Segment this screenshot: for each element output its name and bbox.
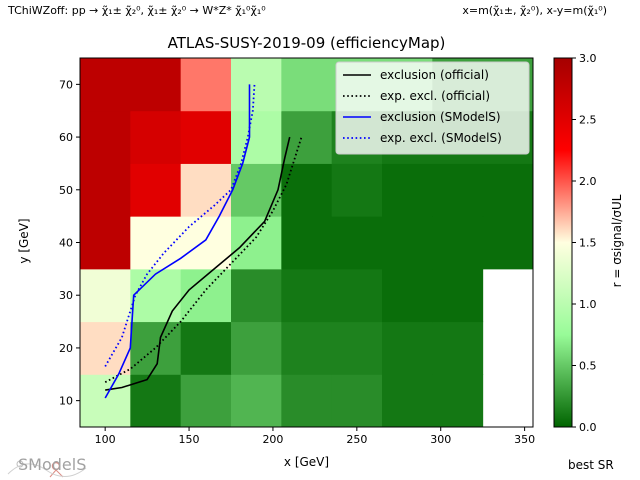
colorbar-tick-label: 1.5 <box>579 237 597 250</box>
x-tick-label: 100 <box>95 433 116 446</box>
axis-mass-definition: x=m(χ̃₁±, χ̃₂⁰), x-y=m(χ̃₁⁰) <box>462 4 607 17</box>
colorbar-tick-label: 2.5 <box>579 114 597 127</box>
colorbar-tick-label: 1.0 <box>579 298 597 311</box>
legend-label: exclusion (SModelS) <box>380 110 501 124</box>
heatmap-cell <box>231 374 282 427</box>
heatmap-cell <box>231 216 282 270</box>
curve-exclusion-smodels- <box>104 84 251 399</box>
y-tick-label: 30 <box>59 289 73 302</box>
heatmap-cell <box>80 374 131 427</box>
heatmap-cell <box>281 374 333 427</box>
heatmap-cell <box>180 110 232 164</box>
exclusion-curves <box>104 84 303 399</box>
heatmap-cell <box>382 268 433 323</box>
heatmap-cell <box>130 110 182 164</box>
chart-title: ATLAS-SUSY-2019-09 (efficiencyMap) <box>167 34 446 52</box>
legend-label: exp. excl. (SModelS) <box>380 131 502 145</box>
heatmap-cell <box>331 163 383 217</box>
heatmap-cell <box>130 374 182 427</box>
heatmap-cell <box>331 321 383 375</box>
heatmap-cell <box>180 268 232 323</box>
x-tick-label: 150 <box>179 433 200 446</box>
heatmap-cell <box>382 163 433 217</box>
heatmap-cell <box>231 268 282 323</box>
legend: exclusion (official) exp. excl. (official… <box>335 61 530 155</box>
heatmap-cell <box>130 163 182 217</box>
best-sr-label: best SR <box>568 458 614 472</box>
heatmap-cell <box>432 163 484 217</box>
y-tick-label: 10 <box>59 395 73 408</box>
heatmap-cell <box>80 58 131 112</box>
curve-exclusion-official- <box>105 136 291 391</box>
heatmap-cell <box>382 216 433 270</box>
colorbar <box>553 57 573 428</box>
y-axis-ticks: 10 20 30 40 50 60 70 <box>59 78 80 408</box>
heatmap-cell <box>281 163 333 217</box>
colorbar-tick-label: 0.0 <box>579 421 597 434</box>
heatmap-cell <box>382 374 433 427</box>
heatmap-cell <box>281 268 333 323</box>
legend-label: exp. excl. (official) <box>380 89 490 103</box>
heatmap-cell <box>80 163 131 217</box>
heatmap-cell <box>130 216 182 270</box>
heatmap-cell <box>231 58 282 112</box>
heatmap-cell <box>231 321 282 375</box>
y-tick-label: 40 <box>59 237 73 250</box>
heatmap-cell <box>180 58 232 112</box>
colorbar-tick-label: 3.0 <box>579 52 597 65</box>
x-tick-label: 350 <box>514 433 535 446</box>
heatmap-cell <box>432 268 484 323</box>
x-tick-label: 200 <box>262 433 283 446</box>
heatmap-cell <box>382 321 433 375</box>
x-tick-label: 250 <box>346 433 367 446</box>
y-tick-label: 70 <box>59 78 73 91</box>
heatmap-cell <box>281 58 333 112</box>
svg-text:SModelS: SModelS <box>18 455 86 474</box>
heatmap-cell <box>80 268 131 323</box>
smodels-logo: SModelS <box>7 455 86 478</box>
heatmap-cell <box>482 163 533 217</box>
curve-exp-excl-smodels- <box>104 84 256 367</box>
heatmap-cell <box>80 321 131 375</box>
heatmap-cell <box>331 374 383 427</box>
heatmap-cell <box>130 58 182 112</box>
heatmap-cell <box>180 374 232 427</box>
heatmap-cell <box>281 321 333 375</box>
heatmap-cell <box>432 321 484 375</box>
colorbar-tick-label: 0.5 <box>579 360 597 373</box>
heatmap-cell <box>130 268 182 323</box>
x-axis-ticks: 100 150 200 250 300 350 <box>95 427 535 446</box>
colorbar-tick-label: 2.0 <box>579 175 597 188</box>
heatmap-cell <box>432 216 484 270</box>
heatmap-cell <box>432 374 484 427</box>
legend-box <box>335 61 530 155</box>
process-description: TChiWZoff: pp → χ̃₁± χ̃₂⁰, χ̃₁± χ̃₂⁰ → W… <box>8 4 266 17</box>
x-tick-label: 300 <box>430 433 451 446</box>
x-axis-label: x [GeV] <box>283 455 330 469</box>
heatmap-cell <box>331 268 383 323</box>
heatmap-cell <box>180 321 232 375</box>
legend-label: exclusion (official) <box>380 68 489 82</box>
heatmap-cell <box>281 216 333 270</box>
heatmap-cell <box>231 110 282 164</box>
colorbar-ticks: 0.0 0.5 1.0 1.5 2.0 2.5 3.0 <box>572 52 597 434</box>
heatmap-cell <box>331 216 383 270</box>
heatmap-cell <box>80 216 131 270</box>
y-tick-label: 50 <box>59 184 73 197</box>
heatmap-cell <box>482 216 533 270</box>
y-tick-label: 60 <box>59 131 73 144</box>
heatmap-cell <box>80 110 131 164</box>
y-tick-label: 20 <box>59 342 73 355</box>
